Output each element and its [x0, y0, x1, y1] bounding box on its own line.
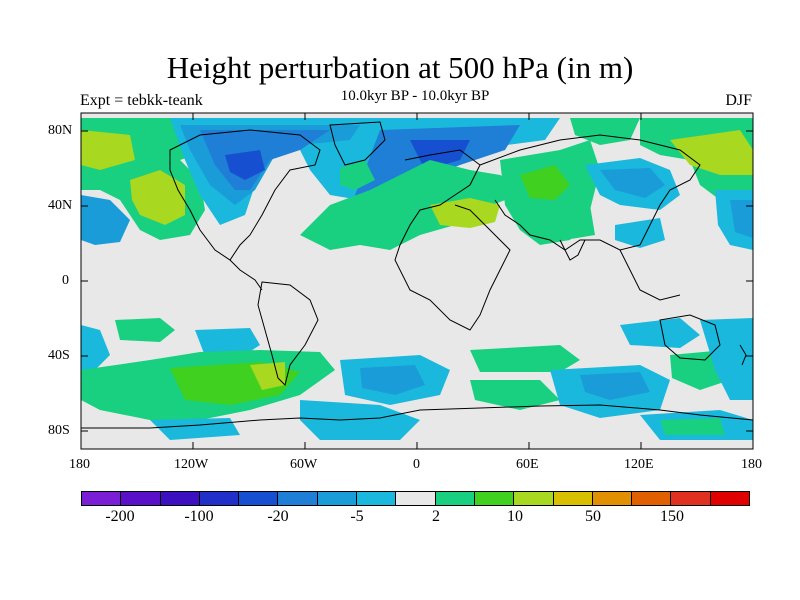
contour-pos-india	[555, 205, 595, 240]
colorbar-swatch-7	[357, 492, 397, 505]
contour-neg-sh-aus	[620, 318, 700, 348]
lat-label-80n: 80N	[48, 123, 73, 138]
lon-label-120w: 120W	[174, 457, 209, 472]
contour-pos-sh-pac-s	[660, 418, 725, 435]
contour-pos-sh-a	[115, 318, 175, 342]
contour-pos-eurasia-mid	[520, 165, 570, 200]
lat-ticks	[81, 130, 753, 432]
colorbar-swatch-8	[396, 492, 436, 505]
lon-label-180w: 180	[69, 457, 90, 472]
coast-south-america	[257, 281, 319, 386]
coastline-layer	[81, 121, 753, 429]
colorbar-label: -20	[267, 508, 289, 525]
lon-label-0: 0	[413, 457, 420, 472]
contour-pos-sh-indian	[470, 345, 580, 372]
coast-nz	[739, 344, 747, 366]
coast-central-america	[229, 259, 263, 291]
contour-pos-atl-band	[300, 160, 520, 250]
colorbar-swatch-1	[121, 492, 161, 505]
experiment-label: Expt = tebkk-teank	[80, 92, 203, 109]
plot-title: Height perturbation at 500 hPa (in m)	[166, 50, 634, 85]
colorbar-swatch-14	[632, 492, 672, 505]
contour-pos-fareast-strong	[670, 130, 753, 175]
colorbar-swatch-15	[671, 492, 711, 505]
contour-pos-sh-indian-s	[470, 380, 560, 410]
lat-label-40s: 40S	[48, 348, 70, 363]
contour-neg-sh-nz	[700, 318, 753, 400]
contour-pos-npac-w	[81, 130, 135, 170]
contour-neg-sh-ant	[300, 400, 420, 440]
lon-label-60e: 60E	[516, 457, 539, 472]
colorbar-swatch-6	[317, 492, 358, 505]
colorbar-label: -200	[105, 508, 135, 525]
coast-asia	[479, 134, 701, 251]
contour-neg-sh-atl-mid	[360, 365, 425, 395]
contour-neg-sh-b	[81, 325, 110, 370]
colorbar-swatch-11	[514, 492, 554, 505]
period-label: 10.0kyr BP - 10.0kyr BP	[340, 88, 490, 104]
lat-label-40n: 40N	[48, 198, 73, 213]
contour-pos-natl-n	[340, 160, 375, 190]
colorbar-swatch-16	[710, 492, 750, 505]
colorbar-swatch-10	[474, 492, 515, 505]
coast-north-america	[169, 129, 321, 261]
coast-india	[559, 239, 586, 261]
colorbar-label: 10	[507, 508, 523, 525]
contour-pos-sh-sa	[250, 362, 285, 390]
colorbar	[81, 491, 750, 506]
coast-se-asia	[619, 249, 681, 301]
coast-greenland	[329, 121, 386, 166]
lon-ticks	[80, 113, 754, 449]
contour-neg-siberia-mid	[600, 168, 665, 198]
colorbar-swatch-0	[82, 492, 122, 505]
contour-neg-na-deep	[225, 150, 265, 180]
colorbar-swatch-5	[278, 492, 318, 505]
lat-label-0: 0	[62, 273, 69, 288]
colorbar-label: -5	[350, 508, 364, 525]
contour-neg-nepac	[81, 195, 130, 245]
colorbar-swatch-13	[592, 492, 633, 505]
lon-label-180e: 180	[741, 457, 762, 472]
coast-australia	[659, 314, 721, 361]
colorbar-swatch-9	[435, 492, 475, 505]
contour-neg-sh-a	[195, 328, 260, 358]
season-label: DJF	[725, 92, 752, 109]
contour-pos-med	[430, 198, 500, 228]
lat-label-80s: 80S	[48, 423, 70, 438]
contour-neg-na-strong	[200, 130, 330, 190]
colorbar-label: 2	[432, 508, 440, 525]
contour-fill-layer	[81, 113, 753, 449]
colorbar-swatch-4	[239, 492, 279, 505]
lon-label-60w: 60W	[290, 457, 318, 472]
contour-neg-sh-indian-mid	[580, 372, 650, 400]
colorbar-label: 150	[660, 508, 684, 525]
coast-europe-africa	[394, 149, 511, 331]
contour-pos-alaska	[130, 170, 185, 225]
colorbar-label: -100	[184, 508, 214, 525]
colorbar-swatch-2	[160, 492, 200, 505]
colorbar-label: 50	[585, 508, 601, 525]
colorbar-swatch-3	[199, 492, 240, 505]
contour-neg-pacific-e2	[730, 200, 753, 238]
colorbar-swatch-12	[553, 492, 593, 505]
contour-neg-asia-s	[615, 218, 665, 248]
lon-label-120e: 120E	[624, 457, 654, 472]
coast-antarctica	[81, 404, 753, 429]
